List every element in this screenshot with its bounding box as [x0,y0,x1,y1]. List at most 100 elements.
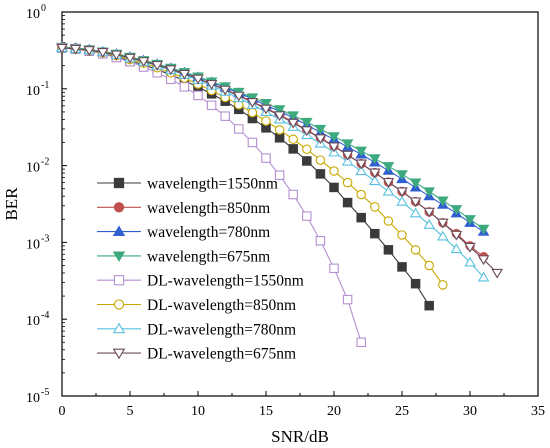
data-point [383,245,394,255]
y-tick-label: 10 [26,84,40,99]
data-point [328,132,340,143]
y-tick-base: 10 [26,314,40,329]
data-point [315,155,326,165]
data-point [341,150,354,161]
series-layer [56,41,503,348]
data-point [437,218,449,229]
data-point [234,124,244,134]
data-point [69,44,82,55]
data-point [342,197,353,208]
data-point [356,212,366,223]
data-point [409,197,422,208]
data-point [477,224,490,235]
data-point [206,100,217,111]
data-point [410,278,421,289]
data-point [274,133,285,143]
legend-marker [113,275,125,286]
data-point [438,280,448,290]
legend-item: wavelength=850nm [97,200,270,217]
data-point [302,144,312,155]
data-point [410,245,421,255]
legend-item: wavelength=780nm [97,224,270,241]
data-point [369,154,381,165]
data-point [329,263,339,274]
x-tick-label: 5 [127,404,134,419]
x-axis-label: SNR/dB [271,427,329,446]
legend-marker [112,348,126,360]
data-point [97,48,109,58]
y-tick-base: 10 [26,84,40,99]
data-point [423,187,435,198]
data-point [437,196,449,207]
data-point [477,271,490,282]
data-point [288,134,298,145]
data-point [56,43,68,54]
data-point [341,155,354,166]
data-point [137,57,150,68]
data-point [246,98,259,108]
data-point [329,182,339,193]
data-point [301,117,313,128]
x-tick-label: 25 [395,404,409,419]
data-point [124,53,136,64]
legend-label: DL-wavelength=780nm [147,321,296,338]
data-point [423,207,435,218]
legend-label: wavelength=1550nm [147,176,278,193]
y-tick-label: 10 [26,314,40,329]
data-point [178,69,191,80]
data-point [356,189,366,200]
y-tick-exponent: -3 [41,233,49,244]
data-point [233,91,245,102]
x-tick-label: 15 [259,404,273,419]
data-point [464,242,476,253]
data-point [260,99,272,109]
legend-item: DL-wavelength=780nm [97,321,296,338]
data-point [341,139,354,150]
data-point [192,74,204,85]
data-point [464,256,476,267]
data-point [397,230,407,240]
y-tick-base: 10 [26,237,40,252]
x-tick-label: 10 [191,404,205,419]
data-point [301,126,313,137]
data-point [424,300,434,311]
data-point [219,85,231,96]
data-point [302,156,312,166]
series-line [61,47,430,306]
series-8 [56,43,503,279]
data-point [193,90,203,101]
data-point [315,169,326,179]
data-point [424,260,434,271]
data-point [247,137,258,148]
data-point [477,255,490,266]
y-tick-exponent: -4 [41,310,49,321]
data-point [342,177,353,188]
data-point [409,178,422,189]
y-tick-exponent: 0 [41,3,46,14]
data-point [356,337,366,348]
x-tick-label: 30 [463,404,477,419]
data-point [110,50,123,61]
y-tick-base: 10 [26,7,40,22]
data-point [274,170,285,180]
data-point [83,46,95,56]
data-point [396,195,408,206]
data-point [247,107,258,118]
data-point [491,268,503,279]
data-point [314,124,327,135]
data-point [151,61,163,71]
y-tick-exponent: -1 [41,80,49,91]
legend-marker [112,251,126,263]
data-point [314,134,327,145]
legend-item: DL-wavelength=1550nm [97,273,304,290]
x-axis-ticks: 0 5 10 15 20 25 30 35 [59,391,545,419]
x-tick-label: 20 [327,404,341,419]
data-point [423,218,435,229]
data-point [220,111,230,121]
data-point [315,236,326,246]
legend-label: DL-wavelength=675nm [147,346,296,363]
data-point [260,104,272,115]
data-point [328,142,340,153]
y-tick-exponent: -2 [41,157,49,168]
data-point [369,168,381,179]
